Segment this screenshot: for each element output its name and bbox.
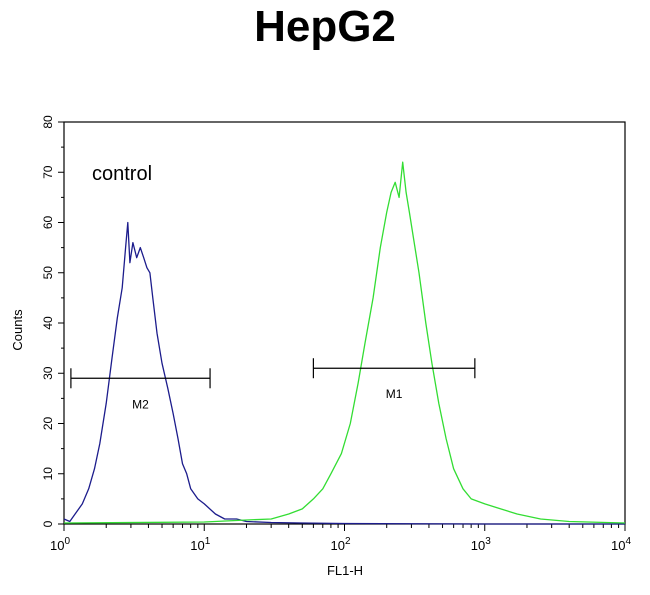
x-tick-label: 101 [190, 536, 210, 553]
y-tick-label: 50 [41, 266, 55, 280]
y-tick-label: 60 [41, 216, 55, 230]
marker-m1: M1 [312, 358, 476, 401]
histogram-series-1 [63, 221, 625, 525]
y-tick-label: 20 [41, 417, 55, 431]
y-tick-label: 40 [41, 316, 55, 330]
y-tick-label: 80 [41, 115, 55, 129]
chart-title: HepG2 [254, 2, 396, 51]
series-layer [63, 161, 626, 525]
gate-markers: M2 M1 [70, 358, 476, 411]
x-tick-label: 103 [471, 536, 491, 553]
histogram-series-2 [63, 161, 626, 524]
y-tick-label: 10 [41, 467, 55, 481]
marker-label: M1 [386, 387, 403, 401]
x-axis: 100 101 102 103 104 [50, 524, 631, 553]
y-axis: 0 10 20 30 40 50 60 70 80 [41, 115, 64, 527]
y-axis-label: Counts [10, 309, 25, 351]
y-tick-label: 30 [41, 366, 55, 380]
x-tick-label: 100 [50, 536, 70, 553]
x-tick-label: 104 [611, 536, 631, 553]
x-axis-label: FL1-H [327, 563, 363, 578]
control-annotation: control [92, 163, 152, 185]
y-tick-label: 70 [41, 165, 55, 179]
marker-label: M2 [132, 397, 149, 411]
y-tick-label: 0 [41, 520, 55, 527]
marker-m2: M2 [70, 368, 211, 411]
x-tick-label: 102 [330, 536, 350, 553]
